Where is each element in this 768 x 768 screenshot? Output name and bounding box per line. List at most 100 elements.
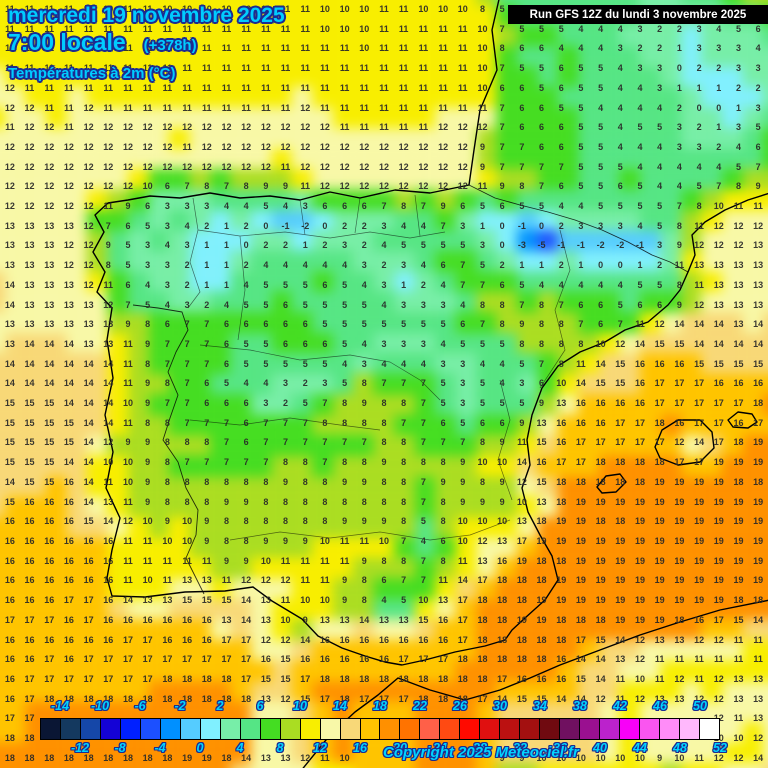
temp-color-cell [250, 46, 272, 67]
temp-color-cell [332, 0, 354, 6]
temp-value: 2 [322, 240, 328, 251]
temp-color-cell [496, 107, 518, 128]
temp-value: 3 [361, 260, 367, 271]
temp-color-cell [537, 701, 559, 722]
temp-value: 5 [361, 299, 367, 310]
temp-color-cell [414, 558, 436, 579]
temp-color-cell [291, 701, 313, 722]
temp-value: 10 [418, 595, 429, 606]
temp-value: 18 [378, 673, 389, 684]
temp-color-cell [107, 742, 128, 763]
temp-value: 5 [361, 319, 367, 330]
temp-color-cell [353, 312, 374, 333]
temp-color-cell [66, 373, 88, 395]
temp-color-cell [619, 558, 640, 579]
temp-value: 11 [182, 43, 192, 54]
temp-value: 17 [516, 535, 527, 546]
temp-value: 11 [733, 201, 744, 212]
temp-value: 18 [457, 654, 468, 665]
temp-value: 3 [617, 220, 623, 231]
temp-color-cell [107, 762, 128, 768]
colorbar-tick-label: 12 [313, 741, 327, 755]
temp-value: 11 [359, 102, 370, 113]
temp-value: 14 [4, 358, 15, 369]
temp-value: 3 [145, 260, 151, 271]
temp-color-cell [558, 46, 579, 67]
temp-color-cell [476, 291, 497, 313]
temp-value: 9 [263, 535, 269, 546]
temp-color-cell [660, 168, 681, 190]
temp-color-cell [250, 230, 272, 251]
temp-value: 18 [556, 614, 567, 625]
temp-value: 16 [162, 614, 173, 625]
temp-value: 9 [755, 181, 761, 192]
temp-color-cell [332, 332, 354, 354]
temp-color-cell [46, 414, 67, 436]
temp-value: 3 [755, 63, 761, 74]
temp-color-cell [5, 291, 26, 313]
temp-value: 9 [519, 752, 525, 763]
temp-color-cell [394, 558, 415, 579]
temp-color-cell [721, 537, 743, 559]
temp-color-cell [496, 496, 518, 518]
temp-color-cell [87, 0, 108, 6]
temp-value: 13 [674, 634, 685, 645]
temp-value: 4 [617, 122, 623, 133]
temp-color-cell [762, 291, 768, 313]
temp-color-cell [209, 353, 231, 374]
temp-value: 12 [339, 141, 350, 152]
temp-value: 11 [379, 63, 389, 74]
temp-value: 9 [499, 496, 505, 507]
temp-color-cell [209, 127, 231, 149]
temp-value: 5 [637, 279, 643, 290]
temp-color-cell [599, 742, 620, 763]
temp-color-cell [209, 639, 231, 661]
temp-color-cell [455, 127, 477, 149]
temp-color-cell [353, 87, 374, 108]
temp-color-cell [373, 496, 395, 518]
temp-value: 5 [243, 338, 249, 349]
temp-value: 19 [575, 555, 586, 566]
temp-value: 14 [24, 338, 35, 349]
temp-color-cell [578, 619, 600, 640]
temp-value: 18 [142, 752, 153, 763]
temp-value: 12 [713, 634, 724, 645]
temp-value: 16 [44, 496, 55, 507]
temp-value: 15 [418, 614, 429, 625]
temp-color-cell [762, 537, 768, 559]
temp-value: 2 [381, 260, 387, 271]
temp-color-cell [66, 537, 88, 559]
temp-color-cell [394, 353, 415, 374]
temp-value: 12 [418, 161, 429, 172]
temp-value: 6 [460, 319, 466, 330]
temp-color-cell [168, 701, 190, 722]
temp-value: 17 [241, 634, 252, 645]
temp-color-cell [701, 107, 722, 128]
temp-value: 1 [223, 220, 229, 231]
temp-value: 18 [319, 673, 330, 684]
temp-value: 7 [539, 181, 545, 192]
temp-value: 12 [201, 122, 212, 133]
temp-value: 5 [479, 398, 485, 409]
temp-color-cell [332, 107, 354, 128]
colorbar-tick-label: 32 [513, 741, 527, 755]
temp-value: 4 [657, 181, 663, 192]
temp-value: 8 [401, 555, 407, 566]
temp-color-cell [455, 250, 477, 272]
temp-color-cell [230, 742, 251, 763]
temp-color-cell [312, 107, 333, 128]
temp-value: 19 [615, 496, 626, 507]
temp-value: 16 [103, 575, 114, 586]
temp-color-cell [742, 701, 763, 722]
temp-color-cell [517, 332, 538, 354]
temp-color-cell [373, 312, 395, 333]
temp-value: 10 [477, 457, 488, 468]
temp-value: 11 [320, 752, 330, 763]
temp-value: 10 [713, 201, 724, 212]
temp-color-cell [189, 394, 210, 415]
temp-value: 18 [497, 575, 508, 586]
temp-value: 9 [381, 457, 387, 468]
temp-value: 4 [578, 43, 584, 54]
temp-color-cell [558, 353, 579, 374]
temp-color-cell [5, 373, 26, 395]
